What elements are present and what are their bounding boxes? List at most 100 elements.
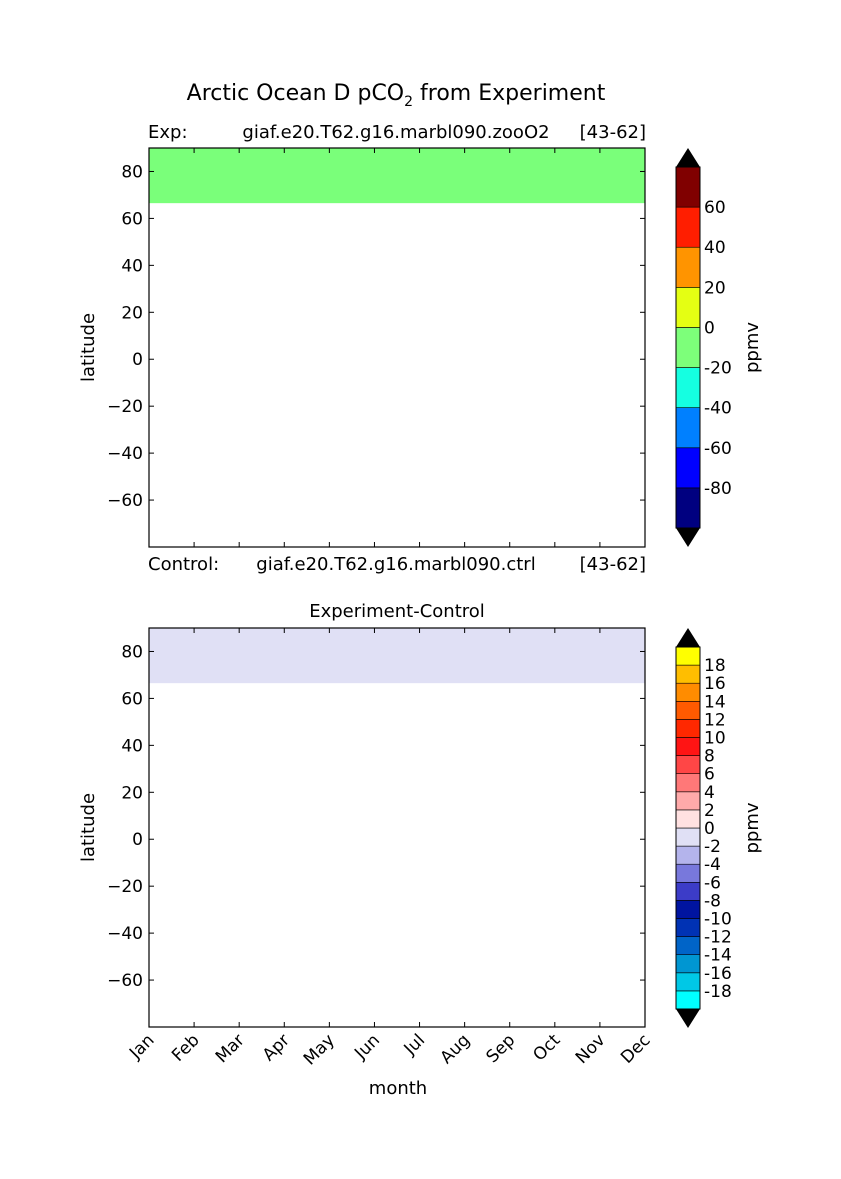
ytick-label: −20: [107, 397, 143, 417]
ytick-label: 80: [121, 162, 143, 182]
colorbar-extend-min: [676, 1009, 700, 1028]
colorbar-tick-label: 8: [704, 747, 715, 767]
colorbar-tick-label: 0: [704, 318, 715, 338]
colorbar-tick-label: -4: [704, 855, 721, 875]
xtick-label: Mar: [212, 1030, 249, 1067]
ytick-label: −60: [107, 971, 143, 991]
colorbar-segment: [675, 918, 701, 937]
colorbar-segment: [675, 863, 701, 883]
x-axis-label: month: [369, 1078, 427, 1099]
colorbar-segment: [675, 773, 701, 793]
colorbar-segment: [675, 900, 701, 919]
ytick-label: 80: [121, 642, 143, 662]
colorbar-tick-label: -16: [704, 964, 732, 984]
colorbar-segment: [675, 700, 701, 720]
colorbar-segment: [675, 664, 701, 684]
xtick-label: Jun: [350, 1030, 384, 1064]
colorbar-tick-label: 4: [704, 783, 715, 803]
ytick-label: −40: [107, 924, 143, 944]
colorbar-tick-label: -12: [704, 928, 732, 948]
colorbar-tick-label: 10: [704, 729, 726, 749]
colorbar-segment: [675, 682, 701, 702]
colorbar-segment: [675, 407, 701, 449]
ytick-label: 0: [132, 350, 143, 370]
colorbar-segment: [675, 166, 701, 208]
colorbar-tick-label: 40: [704, 238, 726, 258]
colorbar-tick-label: -6: [704, 873, 721, 893]
xtick-label: Nov: [572, 1030, 610, 1068]
exp-name: giaf.e20.T62.g16.marbl090.zooO2: [242, 122, 549, 143]
colorbar-segment: [675, 827, 701, 847]
colorbar-tick-label: 0: [704, 819, 715, 839]
colorbar-segment: [675, 447, 701, 489]
colorbar-tick-label: 6: [704, 765, 715, 785]
colorbar-segment: [675, 487, 701, 529]
ytick-label: −60: [107, 491, 143, 511]
ytick-label: 40: [121, 736, 143, 756]
colorbar-tick-label: -10: [704, 910, 732, 930]
plot-frame: [148, 627, 646, 1028]
colorbar-segment: [675, 719, 701, 738]
xtick-label: Aug: [437, 1030, 475, 1068]
colorbar-tick-label: 60: [704, 198, 726, 218]
colorbar-tick-label: -2: [704, 837, 721, 857]
xtick-label: Jan: [125, 1030, 158, 1063]
colorbar-tick-label: -40: [704, 399, 732, 419]
xtick-label: Oct: [529, 1030, 564, 1065]
colorbar-segment: [675, 845, 701, 865]
ytick-label: 20: [121, 783, 143, 803]
colorbar-tick-label: -18: [704, 982, 732, 1002]
xtick-label: Sep: [482, 1030, 519, 1067]
colorbar-segment: [675, 367, 701, 408]
colorbar-tick-label: -8: [704, 891, 721, 911]
colorbar-segment: [675, 990, 701, 1010]
experiment-colorbar: -80 -60 -40 -20 0 20 40 60 ppmv: [675, 148, 763, 547]
ytick-label: 60: [121, 209, 143, 229]
plot-area: [149, 148, 645, 547]
colorbar-tick-label: 12: [704, 710, 726, 730]
colorbar-segment: [675, 646, 701, 666]
colorbar-segment: [675, 327, 701, 368]
ytick-label: −20: [107, 877, 143, 897]
colorbar-tick-label: 20: [704, 278, 726, 298]
colorbar-frame: [675, 646, 701, 1010]
colorbar-extend-max: [676, 148, 700, 167]
colorbar-tick-label: -20: [704, 359, 732, 379]
colorbar-segment: [675, 246, 701, 288]
ytick-label: −40: [107, 444, 143, 464]
colorbar-segment: [675, 791, 701, 811]
figure-title: Arctic Ocean D pCO2 from Experiment: [187, 81, 606, 110]
diff-panel-title: Experiment-Control: [309, 601, 485, 622]
colorbar-segment: [675, 737, 701, 756]
colorbar-tick-label: 16: [704, 674, 726, 694]
plot-area: [149, 628, 645, 1027]
control-name: giaf.e20.T62.g16.marbl090.ctrl: [256, 554, 535, 575]
figure-title-subscript: 2: [404, 94, 413, 110]
colorbar-extend-min: [676, 528, 700, 547]
colorbar-segment: [675, 954, 701, 974]
colorbar-tick-label: -80: [704, 479, 732, 499]
colorbar-segment: [675, 809, 701, 829]
colorbar-segment: [675, 972, 701, 992]
xtick-label: May: [300, 1030, 339, 1069]
colorbar-tick-label: 14: [704, 692, 726, 712]
xtick-label: Dec: [617, 1030, 654, 1067]
y-axis-label: latitude: [78, 313, 99, 382]
colorbar-segment: [675, 755, 701, 774]
colorbar-tick-label: -60: [704, 439, 732, 459]
y-axis-label: latitude: [78, 793, 99, 862]
data-band: [149, 148, 645, 204]
colorbar-tick-label: 18: [704, 656, 726, 676]
colorbar-extend-max: [676, 628, 700, 647]
xtick-label: Apr: [259, 1030, 294, 1065]
ytick-label: 60: [121, 689, 143, 709]
experiment-panel: 80 60 40 20 0 −20 −40 −60 latitude: [78, 147, 646, 548]
xtick-label: Feb: [168, 1030, 203, 1065]
figure-title-main: Arctic Ocean D pCO: [187, 81, 404, 106]
colorbar-segment: [675, 936, 701, 955]
colorbar-segment: [675, 287, 701, 328]
plot-frame: [148, 147, 646, 548]
control-years: [43-62]: [580, 554, 646, 575]
